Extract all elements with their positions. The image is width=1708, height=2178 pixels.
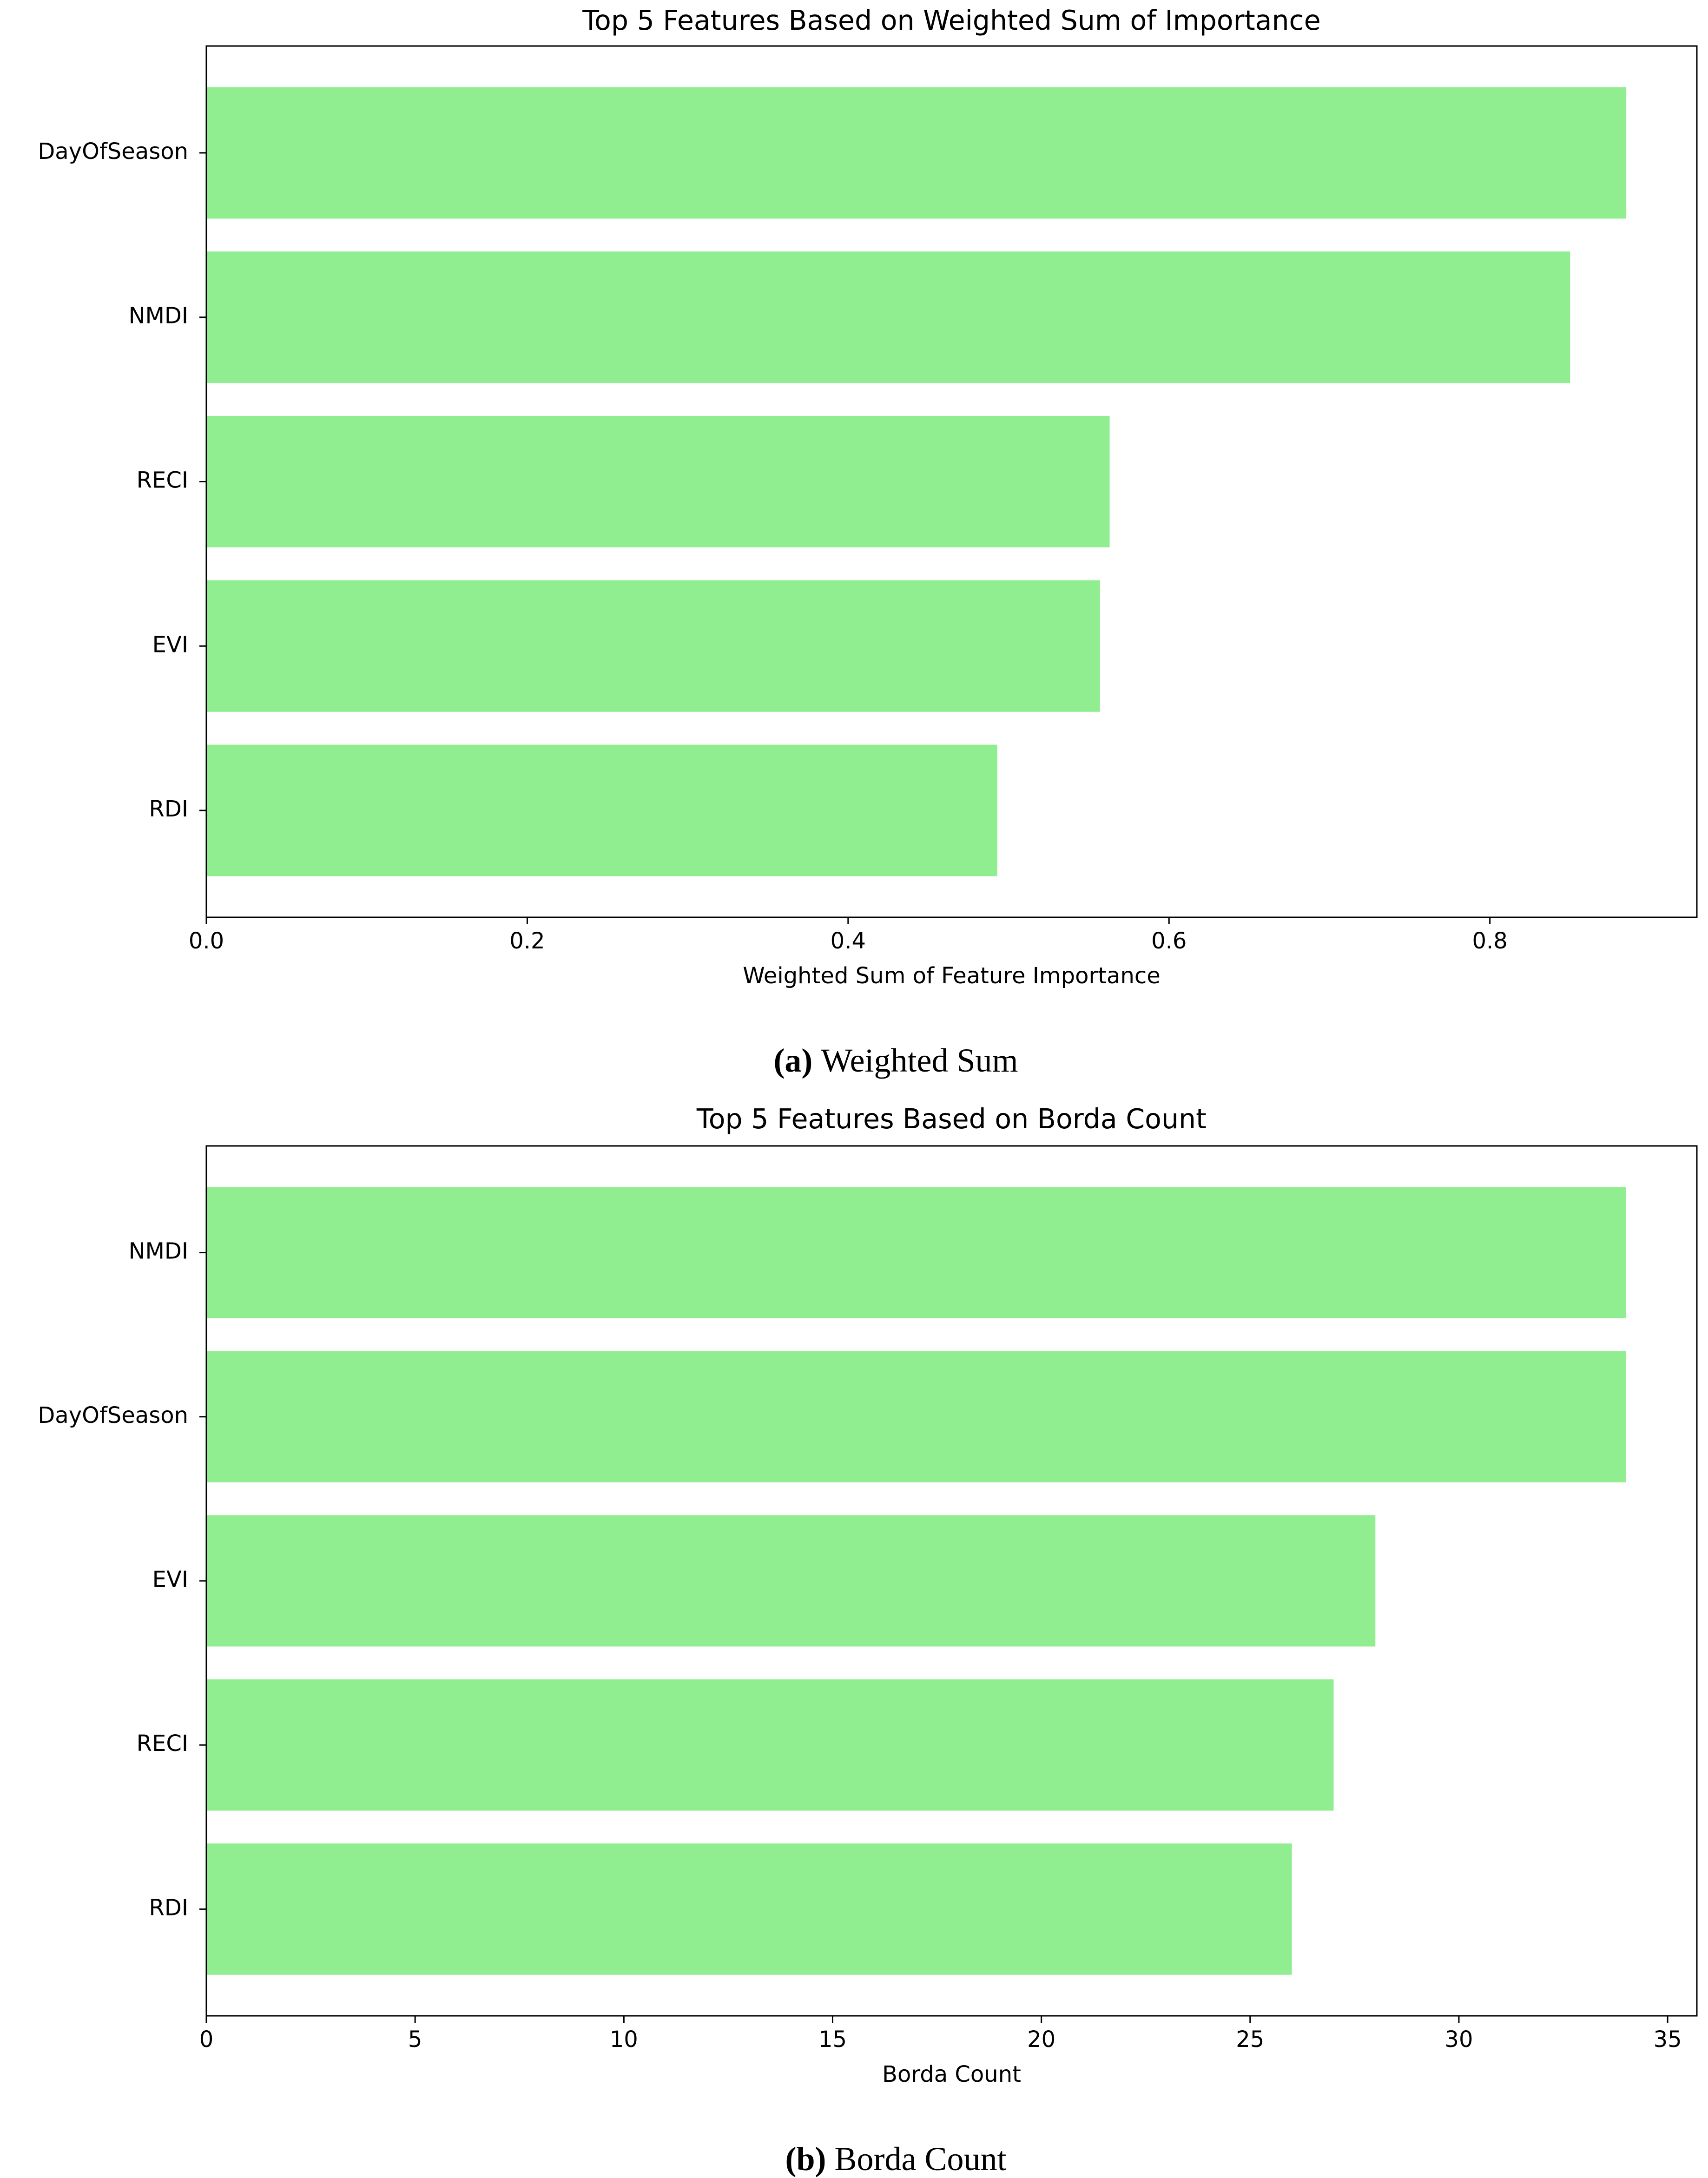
y-tick-label: EVI (152, 1566, 188, 1592)
x-tick-label: 15 (818, 2027, 847, 2053)
x-tick-label: 35 (1654, 2027, 1682, 2053)
x-tick-label: 0.4 (831, 928, 866, 954)
x-tick-label: 5 (408, 2027, 422, 2053)
x-tick-label: 0.8 (1472, 928, 1508, 954)
caption-label: (a) (773, 1042, 812, 1079)
caption: (b) Borda Count (785, 2140, 1007, 2178)
bar (206, 1679, 1334, 1811)
bar (206, 1187, 1626, 1318)
bar (206, 415, 1110, 548)
x-tick-label: 30 (1444, 2027, 1473, 2053)
x-tick-label: 25 (1236, 2027, 1264, 2053)
x-axis-label: Borda Count (882, 2061, 1021, 2087)
y-tick-label: RDI (149, 1895, 188, 1921)
bar (206, 1843, 1292, 1975)
y-tick-label: RECI (137, 467, 188, 494)
chart-title: Top 5 Features Based on Borda Count (696, 1103, 1207, 1135)
x-axis-label: Weighted Sum of Feature Importance (743, 963, 1161, 989)
chart-title: Top 5 Features Based on Weighted Sum of … (582, 5, 1320, 36)
y-tick-label: DayOfSeason (38, 1402, 188, 1428)
bar (206, 1515, 1376, 1647)
x-tick-label: 0 (199, 2027, 214, 2053)
y-tick-label: EVI (152, 632, 188, 658)
axes-frame (205, 1145, 1698, 2017)
y-tick-label: RECI (137, 1731, 188, 1757)
bar (206, 744, 997, 876)
y-tick-label: NMDI (129, 303, 188, 329)
bar (206, 251, 1570, 383)
caption-label: (b) (785, 2140, 826, 2178)
x-tick-label: 0.0 (189, 928, 224, 954)
y-tick-label: NMDI (129, 1238, 188, 1264)
axes-frame (205, 45, 1698, 918)
x-tick-label: 0.6 (1151, 928, 1187, 954)
caption-text: Borda Count (835, 2140, 1007, 2178)
caption: (a) Weighted Sum (773, 1042, 1018, 1079)
caption-text: Weighted Sum (821, 1042, 1018, 1079)
bar (206, 1351, 1626, 1483)
x-tick-label: 0.2 (509, 928, 545, 954)
x-tick-label: 10 (610, 2027, 638, 2053)
y-tick-label: RDI (149, 796, 188, 822)
bar (206, 87, 1627, 219)
x-tick-label: 20 (1027, 2027, 1055, 2053)
y-tick-label: DayOfSeason (38, 138, 188, 165)
bar (206, 580, 1100, 712)
